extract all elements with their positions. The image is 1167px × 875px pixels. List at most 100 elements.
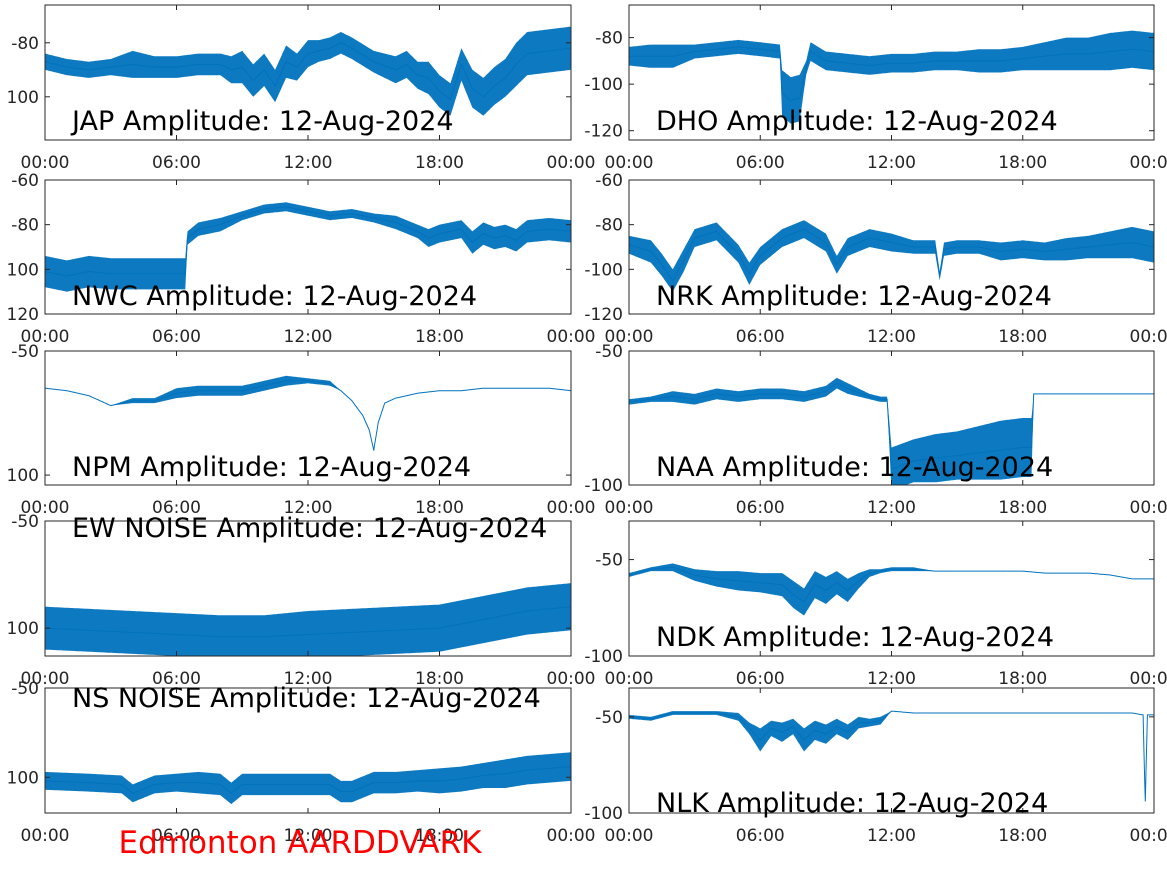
series-band-3 [45, 202, 571, 292]
series-band-5 [45, 375, 571, 451]
panel-8: 00:00 06:00 12:00 18:00 00:00 -50 -100 NDK Ampl… [584, 520, 1167, 689]
panel-title-9: NS NOISE Amplitude: 12-Aug-2024 [72, 683, 541, 714]
x-tick-label: 00:00 [1130, 498, 1167, 518]
x-tick-label: 12:00 [284, 669, 333, 689]
x-tick-label: 18:00 [415, 153, 464, 173]
y-tick-label: -60 [595, 171, 623, 191]
panel-title-5: NPM Amplitude: 12-Aug-2024 [72, 452, 471, 483]
series-band-7 [45, 583, 571, 656]
x-tick-label: 18:00 [998, 669, 1047, 689]
y-tick-label: -60 [11, 171, 39, 191]
series-band-4 [629, 220, 1154, 292]
series-line-6 [629, 382, 1154, 470]
x-tick-label: 00:00 [547, 153, 596, 173]
x-tick-label: 00:00 [605, 826, 654, 846]
series-line-8 [629, 566, 1154, 603]
y-tick-label: 100 [7, 88, 39, 108]
y-tick-label: -100 [584, 804, 623, 824]
x-tick-label: 18:00 [415, 826, 464, 846]
series-band-6 [629, 377, 1154, 485]
series-line-10 [629, 710, 1154, 802]
y-tick-label: -50 [595, 342, 623, 362]
y-tick-label: -50 [11, 679, 39, 699]
x-tick-label: 12:00 [867, 153, 916, 173]
panel-4: 00:00 06:00 12:00 18:00 00:00 -60 -80 -100 -120 N… [584, 171, 1167, 347]
x-tick-label: 00:00 [1130, 826, 1167, 846]
series-line-7 [45, 606, 571, 638]
y-tick-label: -80 [595, 216, 623, 236]
panel-title-4: NRK Amplitude: 12-Aug-2024 [656, 281, 1052, 312]
panel-title-10: NLK Amplitude: 12-Aug-2024 [656, 788, 1048, 819]
x-tick-label: 18:00 [998, 498, 1047, 518]
y-tick-label: -100 [584, 476, 623, 496]
y-tick-label: -80 [595, 29, 623, 49]
y-tick-label: -50 [595, 551, 623, 571]
panel-9: 00:00 06:00 12:00 18:00 00:00 -50 100 NS NOISE … [7, 679, 596, 846]
series-line-5 [45, 380, 571, 451]
x-tick-label: 06:00 [736, 669, 785, 689]
x-tick-label: 00:00 [547, 498, 596, 518]
y-tick-label: 100 [7, 260, 39, 280]
series-line-3 [45, 206, 571, 277]
x-tick-label: 18:00 [415, 327, 464, 347]
series-band-8 [629, 563, 1154, 616]
x-tick-label: 12:00 [284, 826, 333, 846]
station-label: Edmonton AARDDVARK [118, 825, 482, 861]
panel-title-6: NAA Amplitude: 12-Aug-2024 [656, 452, 1053, 483]
x-tick-label: 06:00 [152, 498, 201, 518]
x-tick-label: 18:00 [415, 498, 464, 518]
y-tick-label: -100 [584, 260, 623, 280]
panel-3: 00:00 06:00 12:00 18:00 00:00 -60 -80 100 120 NWC… [7, 171, 596, 347]
series-band-9 [45, 752, 571, 805]
panel-title-2: DHO Amplitude: 12-Aug-2024 [656, 106, 1058, 137]
x-tick-label: 06:00 [152, 826, 201, 846]
panel-5: 00:00 06:00 12:00 18:00 00:00 -50 100 NPM Ampli… [7, 342, 596, 518]
x-tick-label: 06:00 [152, 327, 201, 347]
series-line-2 [629, 46, 1154, 101]
series-band-1 [45, 26, 571, 116]
x-tick-label: 12:00 [867, 669, 916, 689]
panel-1: 00:00 06:00 12:00 18:00 00:00 -80 100 JAP Ampli… [7, 4, 596, 173]
x-tick-label: 12:00 [284, 498, 333, 518]
series-line-4 [629, 228, 1154, 282]
panel-2: 00:00 06:00 12:00 18:00 00:00 -80 -100 -120 DHO … [584, 4, 1167, 173]
y-tick-label: -50 [11, 512, 39, 532]
y-tick-label: -80 [11, 216, 39, 236]
x-tick-label: 12:00 [284, 327, 333, 347]
panel-7: 00:00 06:00 12:00 18:00 00:00 -50 100 EW NOISE … [7, 512, 596, 689]
y-tick-label: -120 [584, 305, 623, 325]
x-tick-label: 06:00 [152, 669, 201, 689]
series-band-2 [629, 30, 1154, 124]
x-tick-label: 12:00 [867, 327, 916, 347]
x-tick-label: 06:00 [736, 327, 785, 347]
x-tick-label: 00:00 [21, 153, 70, 173]
x-tick-label: 00:00 [1130, 669, 1167, 689]
series-band-10 [629, 711, 1154, 802]
x-tick-label: 00:00 [1130, 327, 1167, 347]
y-tick-label: 100 [7, 619, 39, 639]
x-tick-label: 06:00 [736, 498, 785, 518]
panel-title-1: JAP Amplitude: 12-Aug-2024 [70, 106, 454, 137]
x-tick-label: 00:00 [547, 669, 596, 689]
series-line-9 [45, 766, 571, 795]
x-tick-label: 00:00 [605, 153, 654, 173]
panel-title-8: NDK Amplitude: 12-Aug-2024 [656, 622, 1054, 653]
panel-title-7: EW NOISE Amplitude: 12-Aug-2024 [72, 513, 547, 544]
x-tick-label: 00:00 [605, 498, 654, 518]
x-tick-label: 12:00 [284, 153, 333, 173]
y-tick-label: -50 [595, 708, 623, 728]
x-tick-label: 06:00 [736, 826, 785, 846]
x-tick-label: 00:00 [547, 327, 596, 347]
x-tick-label: 06:00 [152, 153, 201, 173]
x-tick-label: 00:00 [605, 327, 654, 347]
y-tick-label: -100 [584, 647, 623, 667]
x-tick-label: 00:00 [21, 498, 70, 518]
x-tick-label: 18:00 [998, 153, 1047, 173]
x-tick-label: 18:00 [998, 327, 1047, 347]
x-tick-label: 00:00 [21, 669, 70, 689]
x-tick-label: 06:00 [736, 153, 785, 173]
y-tick-label: -120 [584, 122, 623, 142]
y-tick-label: -80 [11, 34, 39, 54]
x-tick-label: 12:00 [867, 498, 916, 518]
